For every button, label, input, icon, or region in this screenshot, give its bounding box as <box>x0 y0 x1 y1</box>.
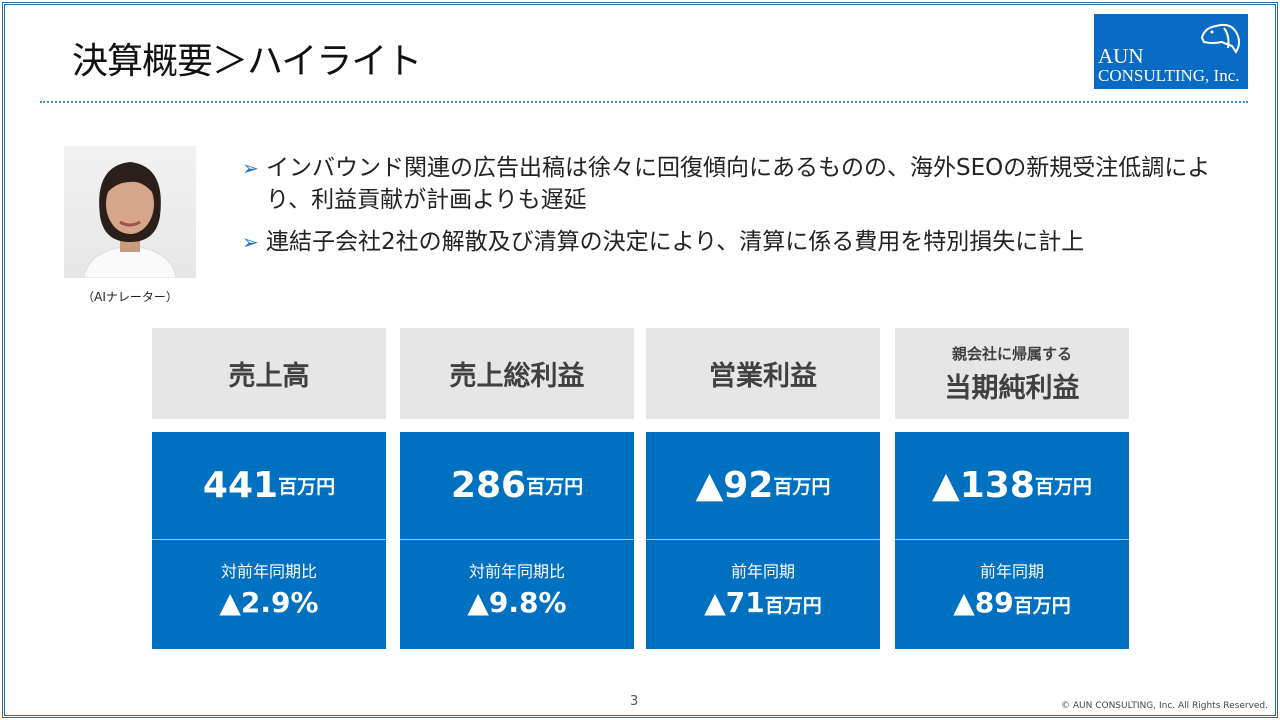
bullet-list: ➢ インバウンド関連の広告出稿は徐々に回復傾向にあるものの、海外SEOの新規受注低… <box>242 152 1222 268</box>
card-title: 営業利益 <box>709 361 817 392</box>
company-logo: AUN CONSULTING, Inc. <box>1094 14 1248 89</box>
card-title: 売上総利益 <box>449 361 585 392</box>
bullet-item: ➢ 連結子会社2社の解散及び清算の決定により、清算に係る費用を特別損失に計上 <box>242 226 1222 258</box>
dog-icon <box>1200 23 1240 54</box>
arrow-bullet-icon: ➢ <box>242 230 259 254</box>
divider <box>40 101 1248 103</box>
card-value: 441 百万円 <box>152 432 386 540</box>
card-title: 当期純利益 <box>944 372 1080 404</box>
page-number: 3 <box>630 694 639 709</box>
card-title: 売上高 <box>228 361 310 392</box>
bullet-item: ➢ インバウンド関連の広告出稿は徐々に回復傾向にあるものの、海外SEOの新規受注低… <box>242 152 1222 216</box>
copyright: © AUN CONSULTING, Inc. All Rights Reserv… <box>1061 701 1268 711</box>
card-value: 286 百万円 <box>400 432 634 540</box>
narrator-caption: （AIナレーター） <box>82 290 178 304</box>
card-pretitle: 親会社に帰属する <box>951 344 1072 363</box>
page-title: 決算概要＞ハイライト <box>72 41 422 82</box>
card-value: ▲138 百万円 <box>895 432 1129 540</box>
narrator-avatar <box>64 146 196 278</box>
card-value: ▲92 百万円 <box>646 432 880 540</box>
arrow-bullet-icon: ➢ <box>242 156 259 180</box>
